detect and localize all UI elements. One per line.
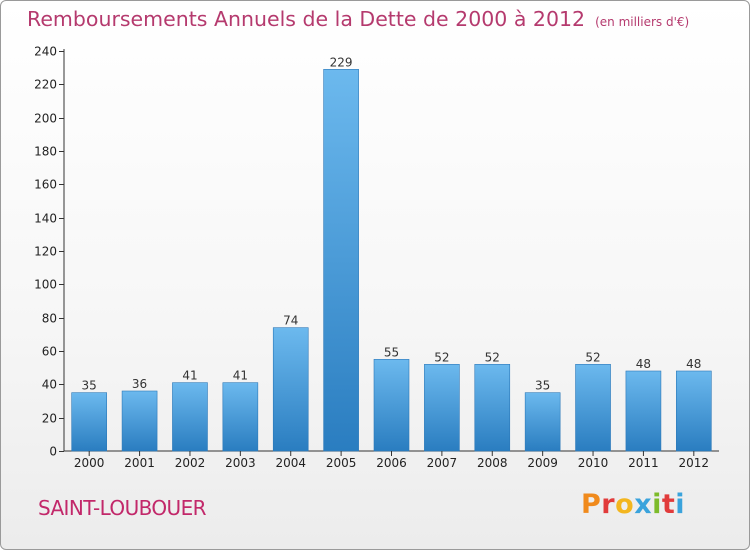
y-tick-label: 60 [42, 345, 57, 359]
y-tick-label: 180 [34, 145, 57, 159]
y-tick-label: 240 [34, 45, 57, 59]
x-tick-label: 2003 [225, 456, 256, 470]
proxiti-logo: Proxiti [581, 489, 685, 520]
x-tick-label: 2007 [427, 456, 458, 470]
x-tick-label: 2008 [477, 456, 508, 470]
x-tick-label: 2011 [628, 456, 659, 470]
y-tick-label: 140 [34, 212, 57, 226]
bar [172, 382, 208, 452]
bar [625, 370, 662, 452]
logo-letter: o [615, 489, 635, 520]
y-tick-label: 120 [34, 245, 57, 259]
bar [424, 364, 460, 452]
bar [474, 364, 511, 452]
bar-value-label: 41 [182, 369, 197, 383]
logo-letter: i [675, 489, 686, 520]
bar [222, 382, 259, 452]
y-tick-label: 80 [42, 312, 57, 326]
bar-value-label: 74 [283, 314, 298, 328]
logo-letter: t [661, 489, 676, 520]
bar-value-label: 52 [485, 350, 500, 364]
logo-letter: r [601, 489, 616, 520]
bar-value-label: 36 [132, 377, 147, 391]
bar-value-label: 35 [535, 379, 550, 393]
y-tick-label: 220 [34, 78, 57, 92]
logo-letter: P [581, 489, 602, 520]
y-tick-label: 40 [42, 378, 57, 392]
x-tick-label: 2005 [326, 456, 357, 470]
bar [272, 327, 309, 452]
bar [373, 359, 410, 452]
bar-value-label: 48 [636, 357, 651, 371]
bar-value-label: 229 [330, 55, 353, 69]
bar [71, 392, 107, 452]
y-tick-label: 200 [34, 112, 57, 126]
y-tick-label: 0 [49, 445, 57, 459]
bar-value-label: 35 [82, 379, 97, 393]
chart-title-main: Remboursements Annuels de la Dette de 20… [27, 7, 586, 31]
y-tick-label: 20 [42, 412, 57, 426]
bar-value-label: 52 [585, 350, 600, 364]
chart-title: Remboursements Annuels de la Dette de 20… [27, 7, 689, 31]
bar-value-label: 48 [686, 357, 701, 371]
bar [575, 364, 611, 452]
x-tick-label: 2006 [376, 456, 407, 470]
x-tick-label: 2009 [527, 456, 558, 470]
bar-value-label: 55 [384, 345, 399, 359]
x-tick-label: 2012 [679, 456, 710, 470]
y-tick-label: 100 [34, 278, 57, 292]
bar [524, 392, 561, 452]
logo-letter: i [652, 489, 662, 520]
bar-value-label: 52 [434, 350, 449, 364]
bar [323, 69, 359, 452]
bar [676, 370, 712, 452]
x-tick-label: 2002 [175, 456, 206, 470]
y-tick-label: 160 [34, 178, 57, 192]
commune-name: SAINT-LOUBOUER [38, 496, 207, 520]
bar [121, 390, 158, 452]
x-tick-label: 2004 [275, 456, 306, 470]
logo-letter: x [634, 489, 653, 520]
bar-value-label: 41 [233, 369, 248, 383]
x-tick-label: 2000 [74, 456, 105, 470]
chart-unit-note: (en milliers d'€) [595, 15, 690, 29]
x-tick-label: 2010 [578, 456, 609, 470]
x-tick-label: 2001 [124, 456, 155, 470]
